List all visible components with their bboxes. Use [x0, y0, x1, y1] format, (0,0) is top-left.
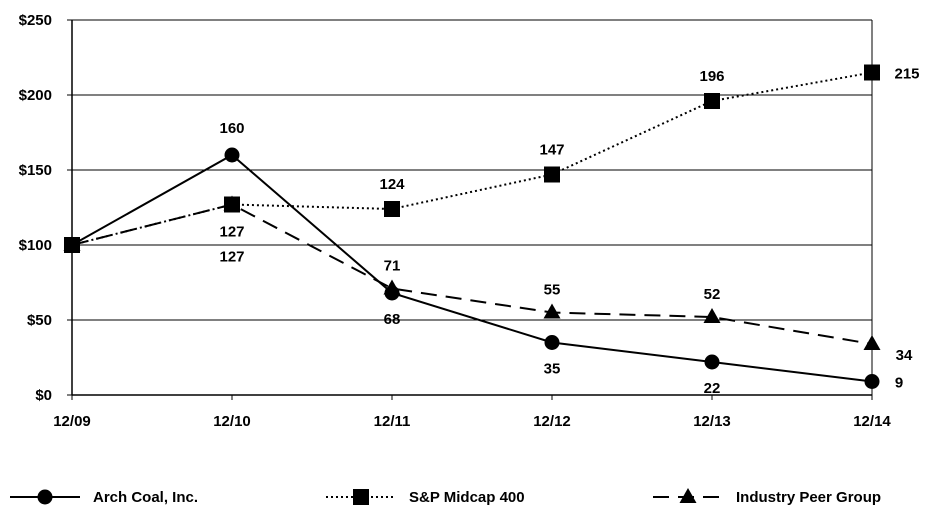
data-label: 215: [894, 66, 919, 83]
y-tick-label: $50: [27, 312, 52, 329]
axes: [67, 19, 873, 400]
y-tick-label: $150: [19, 162, 52, 179]
marker-square: [384, 201, 400, 217]
data-label: 35: [544, 361, 561, 378]
marker-triangle: [703, 308, 721, 323]
legend-marker-square: [353, 489, 369, 505]
marker-circle: [224, 147, 240, 163]
marker-triangle: [863, 335, 881, 350]
marker-square: [704, 93, 720, 109]
x-axis-tick-labels: 12/09 12/10 12/11 12/12 12/13 12/14: [53, 413, 891, 430]
data-label: 124: [379, 176, 405, 193]
x-tick-label: 12/09: [53, 413, 91, 430]
series-lines: [71, 71, 873, 383]
data-label: 147: [539, 142, 564, 159]
x-tick-label: 12/13: [693, 413, 731, 430]
series-markers: [63, 64, 881, 389]
marker-square: [224, 196, 240, 213]
legend-label: S&P Midcap 400: [409, 489, 525, 506]
x-tick-label: 12/14: [853, 413, 891, 430]
legend-marker-circle: [37, 489, 53, 505]
marker-circle: [864, 374, 880, 389]
data-label: 160: [219, 120, 244, 137]
data-labels: 160 68 35 22 9 127 124 147 196 215 127 71 55 52 34: [219, 66, 919, 398]
y-tick-label: $0: [35, 387, 52, 404]
series-line-triangle: [71, 203, 873, 345]
data-label: 9: [895, 375, 903, 392]
marker-square: [544, 166, 560, 183]
data-label: 196: [699, 68, 724, 85]
y-axis-tick-labels: $0 $50 $100 $150 $200 $250: [19, 12, 52, 404]
data-label: 22: [704, 380, 721, 397]
y-tick-label: $250: [19, 12, 52, 29]
marker-circle: [64, 237, 80, 253]
data-label: 52: [704, 286, 721, 303]
legend-marker-triangle: [679, 488, 697, 503]
grid-lines: [72, 19, 872, 321]
legend-label: Industry Peer Group: [736, 489, 881, 506]
data-label: 55: [544, 282, 561, 299]
x-tick-label: 12/11: [374, 413, 411, 430]
data-label: 34: [896, 347, 913, 364]
y-tick-label: $100: [19, 237, 52, 254]
data-label: 68: [384, 311, 401, 328]
data-label: 127: [219, 249, 244, 266]
legend-label: Arch Coal, Inc.: [93, 489, 198, 506]
data-label: 127: [219, 224, 244, 241]
marker-circle: [704, 354, 720, 370]
legend: Arch Coal, Inc. S&P Midcap 400 Industry Pe…: [10, 488, 881, 506]
marker-triangle: [543, 303, 561, 319]
series-line-circle: [71, 153, 873, 383]
series-line-square: [71, 71, 873, 246]
x-tick-label: 12/10: [213, 413, 251, 430]
x-tick-label: 12/12: [533, 413, 571, 430]
data-label: 71: [384, 258, 401, 275]
marker-circle: [384, 285, 400, 301]
marker-square: [864, 64, 880, 81]
marker-circle: [544, 335, 560, 350]
y-tick-label: $200: [19, 87, 52, 104]
